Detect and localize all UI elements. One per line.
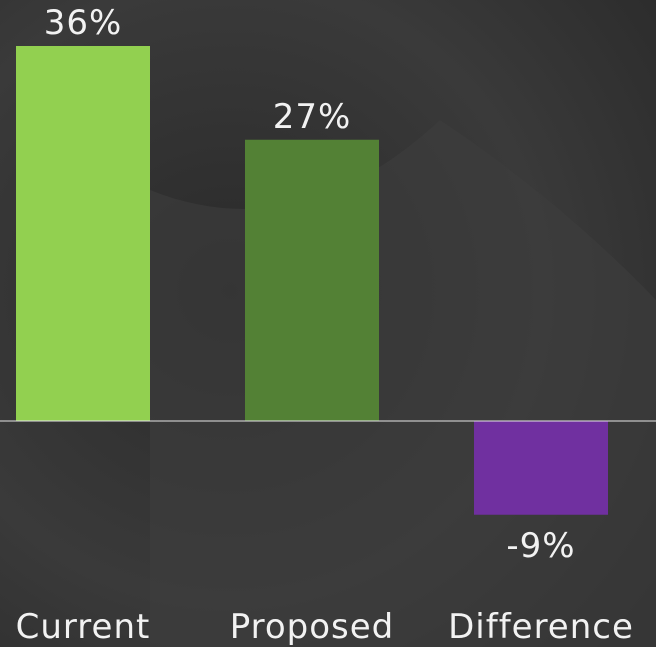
category-label: Difference <box>448 607 634 647</box>
category-label: Current <box>16 607 151 647</box>
bar <box>245 139 379 421</box>
value-label: -9% <box>506 526 575 566</box>
category-label: Proposed <box>230 607 395 647</box>
bar <box>474 421 608 515</box>
bar <box>16 46 150 421</box>
value-label: 36% <box>44 3 123 43</box>
value-label: 27% <box>273 97 352 137</box>
